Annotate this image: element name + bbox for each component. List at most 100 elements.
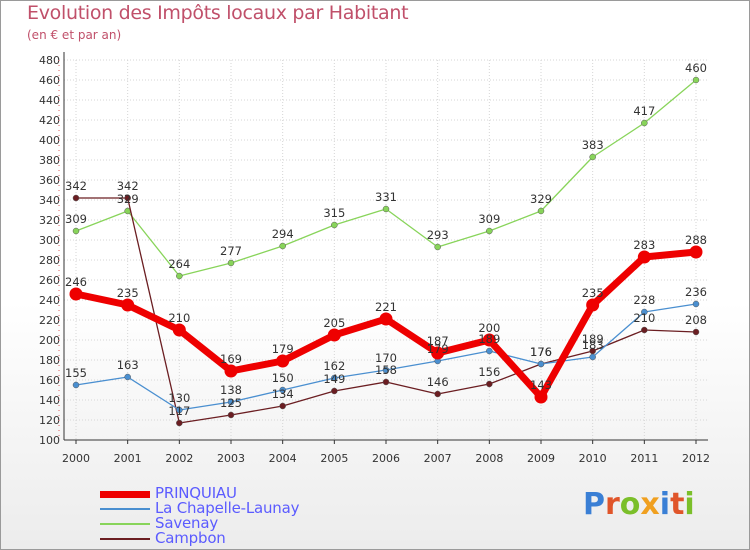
logo-letter: P: [583, 487, 605, 522]
legend-swatch-campbon: [100, 538, 150, 540]
data-point-prinquiau: [431, 346, 445, 360]
data-point-savenay: [589, 153, 596, 161]
y-tick-label: 420: [39, 114, 60, 127]
data-point-la-chapelle-launay: [692, 300, 700, 308]
data-point-savenay: [176, 272, 183, 280]
data-label-campbon: 208: [685, 313, 707, 327]
y-tick-label: 360: [39, 174, 60, 187]
legend-swatch-savenay: [100, 523, 150, 525]
data-label-savenay: 460: [685, 61, 707, 75]
x-tick-label: 2008: [475, 452, 503, 465]
data-label-prinquiau: 283: [633, 238, 655, 252]
data-label-prinquiau: 246: [65, 275, 87, 289]
y-tick-label: 380: [39, 154, 60, 167]
data-point-campbon: [692, 328, 700, 336]
data-point-prinquiau: [637, 250, 651, 264]
chart-title: Evolution des Impôts locaux par Habitant: [27, 2, 409, 24]
data-point-savenay: [279, 242, 286, 250]
data-label-prinquiau: 143: [530, 378, 552, 392]
data-point-campbon: [227, 411, 235, 419]
data-point-prinquiau: [534, 390, 548, 404]
x-tick-label: 2012: [682, 452, 710, 465]
legend-swatch-prinquiau: [100, 491, 150, 498]
data-label-savenay: 294: [272, 227, 294, 241]
legend-label-prinquiau: PRINQUIAU: [155, 484, 237, 502]
logo-letter: r: [605, 487, 620, 522]
data-point-prinquiau: [586, 298, 600, 312]
x-tick-label: 2001: [114, 452, 142, 465]
legend-swatch-la-chapelle-launay: [100, 508, 150, 510]
data-label-prinquiau: 169: [220, 352, 242, 366]
data-label-savenay: 329: [530, 192, 552, 206]
data-point-la-chapelle-launay: [486, 347, 493, 355]
legend-label-la-chapelle-launay: La Chapelle-Launay: [155, 499, 300, 517]
data-label-la-chapelle-launay: 150: [272, 371, 294, 385]
data-point-savenay: [227, 259, 235, 267]
data-point-prinquiau: [379, 312, 393, 326]
data-point-campbon: [382, 378, 390, 386]
logo-letter: o: [619, 487, 641, 522]
data-point-savenay: [72, 227, 80, 235]
data-point-campbon: [124, 194, 131, 202]
y-tick-label: 280: [39, 254, 60, 267]
data-label-campbon: 156: [478, 365, 500, 379]
x-tick-label: 2009: [527, 452, 555, 465]
data-point-savenay: [537, 207, 545, 215]
data-label-campbon: 342: [65, 179, 87, 193]
data-point-la-chapelle-launay: [176, 406, 183, 414]
data-label-prinquiau: 200: [478, 321, 500, 335]
y-tick-label: 260: [39, 274, 60, 287]
data-label-la-chapelle-launay: 189: [478, 332, 500, 346]
data-point-la-chapelle-launay: [589, 353, 596, 361]
y-tick-label: 240: [39, 294, 60, 307]
data-point-savenay: [486, 227, 493, 235]
data-point-savenay: [382, 205, 390, 213]
data-point-prinquiau: [327, 328, 341, 342]
logo-letter: i: [684, 487, 695, 522]
x-tick-label: 2006: [372, 452, 400, 465]
data-label-savenay: 293: [427, 228, 449, 242]
legend-label-campbon: Campbon: [155, 529, 226, 547]
data-label-la-chapelle-launay: 155: [65, 366, 87, 380]
data-point-la-chapelle-launay: [72, 381, 80, 389]
data-point-prinquiau: [689, 245, 703, 259]
x-tick-label: 2004: [269, 452, 297, 465]
data-label-la-chapelle-launay: 179: [427, 342, 449, 356]
data-point-campbon: [176, 419, 183, 427]
data-label-savenay: 417: [633, 104, 655, 118]
y-tick-label: 340: [39, 194, 60, 207]
data-label-campbon: 342: [117, 179, 139, 193]
data-label-prinquiau: 205: [323, 316, 345, 330]
data-label-la-chapelle-launay: 236: [685, 285, 707, 299]
data-label-campbon: 210: [633, 311, 655, 325]
data-label-la-chapelle-launay: 162: [323, 359, 345, 373]
y-tick-label: 160: [39, 374, 60, 387]
data-label-savenay: 309: [478, 212, 500, 226]
data-label-la-chapelle-launay: 176: [530, 345, 552, 359]
data-point-savenay: [641, 119, 648, 127]
y-tick-label: 140: [39, 394, 60, 407]
logo-letter: t: [670, 487, 685, 522]
data-label-campbon: 146: [427, 375, 449, 389]
data-label-savenay: 383: [582, 138, 604, 152]
data-point-la-chapelle-launay: [124, 373, 131, 381]
data-label-savenay: 309: [65, 212, 87, 226]
data-label-savenay: 329: [117, 192, 139, 206]
y-tick-label: 200: [39, 334, 60, 347]
data-label-la-chapelle-launay: 170: [375, 351, 397, 365]
y-tick-label: 460: [39, 74, 60, 87]
data-label-prinquiau: 187: [427, 334, 449, 348]
data-point-campbon: [331, 387, 338, 395]
data-label-prinquiau: 235: [117, 286, 139, 300]
data-point-la-chapelle-launay: [641, 308, 648, 316]
data-label-campbon: 125: [220, 396, 242, 410]
chart-subtitle: (en € et par an): [27, 28, 122, 42]
data-point-prinquiau: [69, 287, 83, 301]
y-tick-label: 180: [39, 354, 60, 367]
data-point-la-chapelle-launay: [279, 386, 286, 394]
y-tick-label: 440: [39, 94, 60, 107]
data-label-campbon: 117: [168, 404, 190, 418]
data-label-campbon: 149: [323, 372, 345, 386]
x-tick-label: 2000: [62, 452, 90, 465]
